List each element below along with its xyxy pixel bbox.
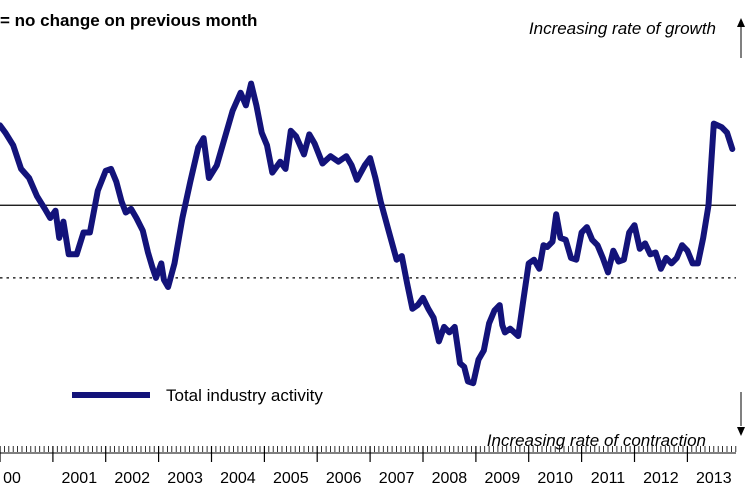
x-tick-label: 2012 (643, 470, 679, 487)
x-tick-label: 2007 (379, 470, 415, 487)
legend-label: Total industry activity (166, 386, 323, 405)
growth-label: Increasing rate of growth (529, 19, 716, 38)
x-tick-label: 00 (3, 470, 21, 487)
contraction-arrow (737, 392, 745, 436)
contraction-arrowhead (737, 427, 745, 436)
contraction-label: Increasing rate of contraction (487, 431, 706, 450)
x-axis-tick-labels: 00 2001 2002 2003 2004 2005 2006 2007 2008 2009 20… (3, 470, 732, 487)
reference-note: = no change on previous month (0, 11, 257, 30)
x-tick-label: 2011 (591, 470, 626, 487)
x-axis-tick-marks (0, 446, 737, 462)
x-tick-label: 2001 (62, 470, 98, 487)
x-tick-label: 2009 (485, 470, 521, 487)
x-tick-label: 2006 (326, 470, 362, 487)
x-tick-label: 2008 (432, 470, 468, 487)
growth-arrow (737, 18, 745, 58)
x-tick-label: 2010 (537, 470, 573, 487)
x-tick-label: 2005 (273, 470, 309, 487)
x-tick-label: 2002 (114, 470, 150, 487)
series-line-total-industry-activity (0, 80, 736, 387)
x-tick-label: 2004 (220, 470, 256, 487)
growth-arrowhead (737, 18, 745, 27)
legend: Total industry activity (72, 386, 323, 405)
x-tick-label: 2003 (167, 470, 203, 487)
x-tick-label: 2013 (696, 470, 732, 487)
